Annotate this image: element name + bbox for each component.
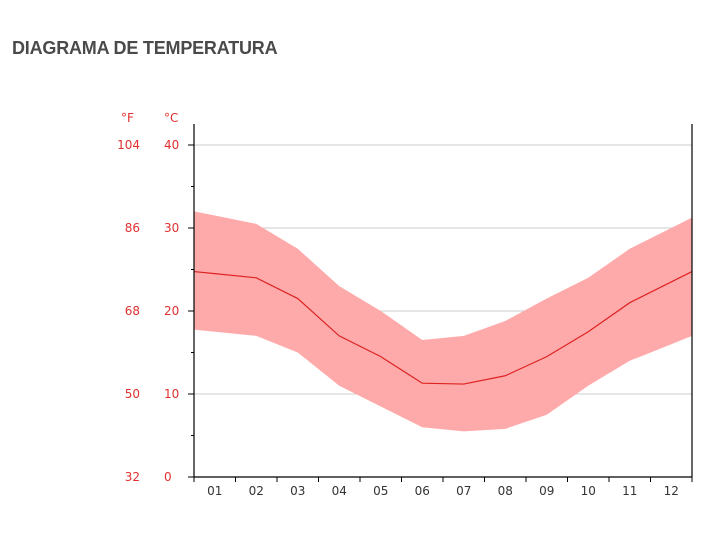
y-tick-label-fahrenheit: 50 [125,387,140,401]
y-tick-label-fahrenheit: 68 [125,304,140,318]
x-tick-label: 02 [249,484,264,498]
y-tick-label-celsius: 10 [164,387,179,401]
x-tick-label: 12 [664,484,679,498]
y-tick-label-celsius: 40 [164,138,179,152]
x-tick-label: 03 [290,484,305,498]
y-tick-label-fahrenheit: 86 [125,221,140,235]
mean-temperature-line [193,270,693,385]
mean-line [193,270,693,385]
y-tick-label-fahrenheit: 32 [125,470,140,484]
range-band [194,211,692,432]
y-tick-label-celsius: 20 [164,304,179,318]
x-tick-label: 05 [373,484,388,498]
x-tick-label: 09 [539,484,554,498]
y-tick-label-celsius: 0 [164,470,172,484]
x-ticks: 01 02 03 04 05 06 07 08 09 10 11 12 [193,477,693,498]
y-tick-label-fahrenheit: 104 [117,138,140,152]
x-tick-label: 06 [415,484,430,498]
page-title: DIAGRAMA DE TEMPERATURA [12,38,278,58]
temperature-range-band [194,211,692,432]
y-tick-label-celsius: 30 [164,221,179,235]
x-tick-label: 08 [498,484,513,498]
x-tick-label: 10 [581,484,596,498]
fahrenheit-unit-label: °F [121,111,134,125]
x-tick-label: 04 [332,484,347,498]
x-tick-label: 11 [622,484,637,498]
x-tick-label: 07 [456,484,471,498]
celsius-unit-label: °C [164,111,178,125]
y-ticks: 0 32 10 50 20 68 30 86 40 104 °F °C [117,111,194,484]
x-tick-label: 01 [207,484,222,498]
